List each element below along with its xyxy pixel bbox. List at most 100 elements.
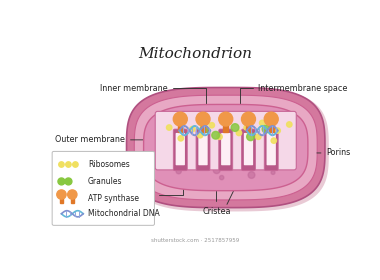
Circle shape — [253, 155, 260, 160]
Circle shape — [264, 112, 278, 126]
Circle shape — [268, 146, 272, 151]
Circle shape — [190, 126, 195, 132]
Circle shape — [176, 169, 181, 174]
Circle shape — [190, 151, 195, 155]
Circle shape — [247, 130, 252, 135]
Circle shape — [276, 124, 281, 129]
Circle shape — [59, 162, 64, 167]
Bar — [201, 123, 205, 132]
Polygon shape — [127, 88, 325, 207]
Bar — [71, 198, 74, 203]
Circle shape — [211, 122, 215, 127]
Circle shape — [73, 162, 78, 167]
Circle shape — [287, 122, 292, 127]
Circle shape — [230, 154, 233, 158]
Circle shape — [217, 134, 222, 139]
Circle shape — [229, 160, 235, 166]
Circle shape — [289, 136, 295, 142]
Circle shape — [66, 162, 71, 167]
Circle shape — [57, 190, 66, 199]
Circle shape — [247, 133, 255, 141]
Circle shape — [200, 125, 208, 133]
FancyBboxPatch shape — [196, 129, 210, 171]
Circle shape — [157, 141, 163, 147]
Circle shape — [219, 144, 226, 151]
Text: Cristea: Cristea — [202, 186, 231, 216]
Circle shape — [195, 151, 201, 157]
Circle shape — [212, 159, 218, 165]
Circle shape — [178, 136, 184, 141]
Circle shape — [209, 123, 215, 128]
FancyBboxPatch shape — [173, 129, 187, 171]
Text: Porins: Porins — [317, 148, 351, 157]
Text: Inner membrane: Inner membrane — [100, 84, 206, 111]
Circle shape — [275, 128, 280, 133]
Polygon shape — [144, 104, 308, 191]
Circle shape — [198, 132, 203, 138]
Text: Matrix: Matrix — [128, 186, 183, 200]
Circle shape — [212, 131, 220, 139]
Circle shape — [159, 144, 166, 150]
FancyBboxPatch shape — [266, 133, 276, 165]
Polygon shape — [134, 95, 317, 200]
Circle shape — [173, 112, 187, 126]
Text: shutterstock.com · 2517857959: shutterstock.com · 2517857959 — [150, 238, 239, 243]
Circle shape — [65, 178, 72, 185]
FancyBboxPatch shape — [244, 133, 253, 165]
Circle shape — [198, 141, 202, 146]
Circle shape — [263, 141, 268, 147]
Text: Intermembrane space: Intermembrane space — [240, 84, 348, 108]
Circle shape — [242, 112, 255, 126]
Circle shape — [271, 138, 277, 143]
Circle shape — [210, 150, 216, 156]
Circle shape — [283, 130, 289, 136]
FancyBboxPatch shape — [264, 129, 278, 171]
Circle shape — [221, 131, 226, 136]
FancyBboxPatch shape — [221, 133, 230, 165]
Circle shape — [246, 145, 252, 150]
Text: Mitochondrion: Mitochondrion — [138, 47, 252, 61]
FancyBboxPatch shape — [52, 151, 154, 225]
Circle shape — [188, 153, 195, 159]
Text: Mitochondrial DNA: Mitochondrial DNA — [88, 209, 160, 218]
Circle shape — [180, 150, 187, 156]
Text: Outer membrane: Outer membrane — [55, 135, 175, 144]
FancyBboxPatch shape — [176, 133, 185, 165]
Circle shape — [212, 152, 216, 156]
Circle shape — [196, 112, 210, 126]
Text: Ribosomes: Ribosomes — [88, 160, 130, 169]
Circle shape — [271, 171, 275, 174]
Circle shape — [190, 151, 196, 158]
Circle shape — [260, 164, 265, 169]
Bar — [246, 123, 251, 132]
Circle shape — [231, 124, 239, 131]
Circle shape — [288, 130, 293, 135]
FancyBboxPatch shape — [198, 133, 207, 165]
Circle shape — [212, 162, 218, 167]
Circle shape — [225, 119, 230, 124]
Circle shape — [262, 125, 270, 133]
Circle shape — [68, 190, 77, 199]
Circle shape — [236, 130, 242, 136]
Circle shape — [234, 132, 240, 138]
Text: ATP synthase: ATP synthase — [88, 194, 139, 203]
Circle shape — [180, 153, 185, 158]
Bar — [269, 123, 274, 132]
Circle shape — [58, 178, 65, 185]
Circle shape — [220, 176, 224, 180]
Circle shape — [260, 120, 265, 126]
Circle shape — [267, 155, 272, 160]
Circle shape — [244, 125, 249, 130]
Bar — [60, 198, 63, 203]
Polygon shape — [127, 88, 329, 211]
Circle shape — [213, 167, 220, 174]
Bar — [223, 123, 228, 132]
Circle shape — [177, 120, 182, 126]
Text: Granules: Granules — [88, 177, 122, 186]
Circle shape — [166, 125, 172, 130]
Circle shape — [255, 131, 261, 137]
Circle shape — [248, 172, 255, 178]
Circle shape — [219, 112, 233, 126]
FancyBboxPatch shape — [242, 129, 255, 171]
FancyBboxPatch shape — [155, 111, 296, 170]
